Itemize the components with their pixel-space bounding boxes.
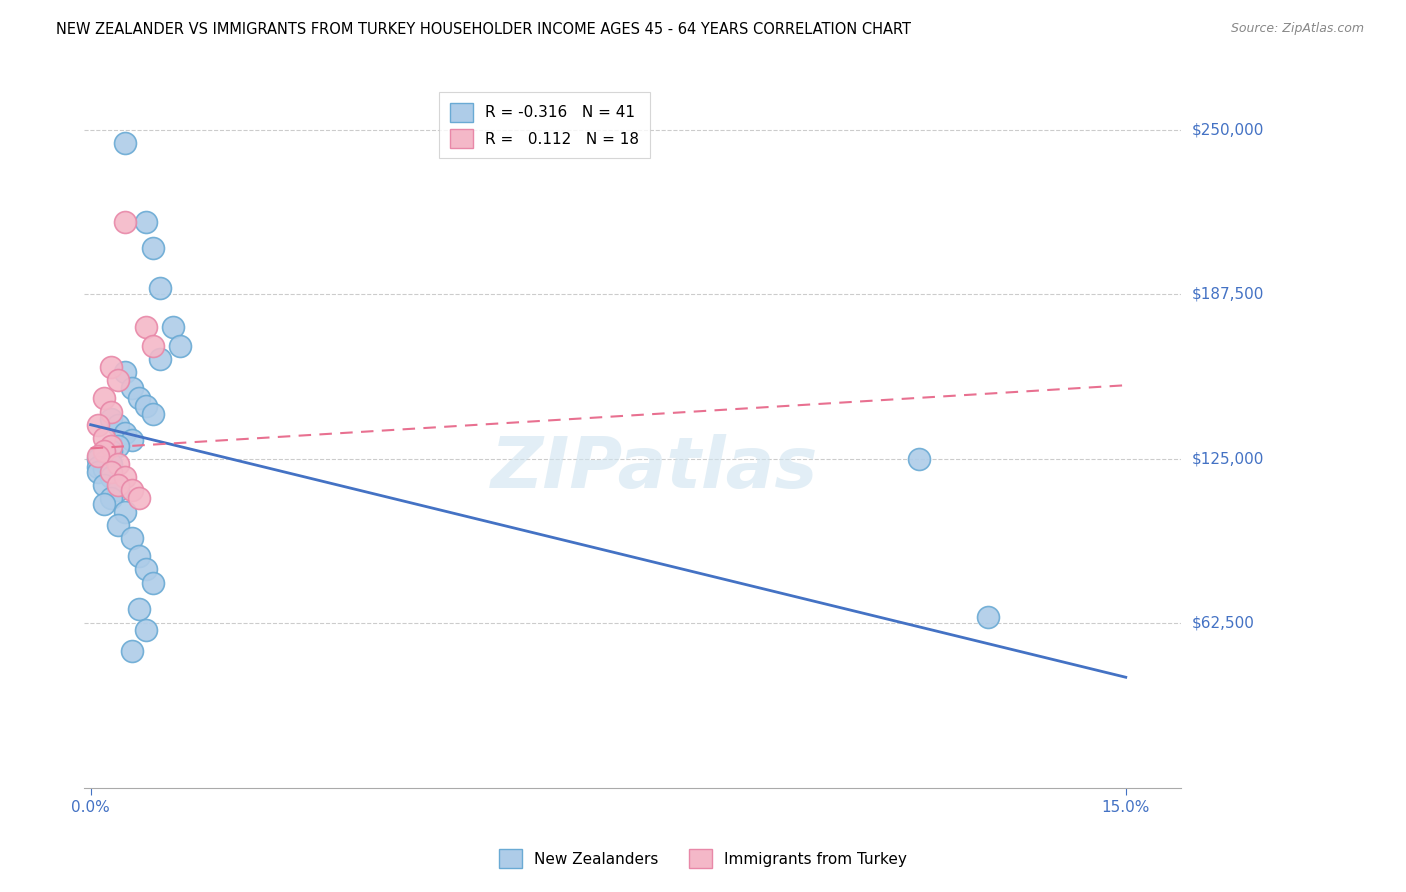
Point (93, 497, 115, 511)
Point (86, 450, 108, 464)
Point (114, 425, 136, 440)
Text: NEW ZEALANDER VS IMMIGRANTS FROM TURKEY HOUSEHOLDER INCOME AGES 45 - 64 YEARS CO: NEW ZEALANDER VS IMMIGRANTS FROM TURKEY … (56, 22, 911, 37)
Point (135, 399, 157, 413)
Point (93, 444, 115, 458)
Point (149, 281, 172, 295)
Point (100, 457, 122, 471)
Point (128, 549, 150, 564)
Text: $62,500: $62,500 (1192, 615, 1256, 631)
Point (128, 602, 150, 616)
Point (114, 365, 136, 379)
Point (128, 392, 150, 406)
Point (100, 412, 122, 426)
Point (142, 575, 165, 590)
Point (107, 517, 129, 532)
Point (149, 351, 172, 366)
Point (135, 320, 157, 334)
Point (135, 215, 157, 229)
Point (107, 373, 129, 387)
Point (93, 450, 115, 464)
Point (107, 417, 129, 432)
Point (93, 431, 115, 445)
Point (100, 359, 122, 374)
Point (114, 215, 136, 229)
Point (121, 483, 143, 498)
Point (93, 478, 115, 492)
Point (121, 531, 143, 545)
Text: ZIPatlas: ZIPatlas (491, 434, 818, 502)
Text: $250,000: $250,000 (1192, 122, 1264, 137)
Legend: R = -0.316   N = 41, R =   0.112   N = 18: R = -0.316 N = 41, R = 0.112 N = 18 (439, 92, 650, 159)
Point (100, 439, 122, 453)
Point (135, 562, 157, 576)
Point (100, 404, 122, 418)
Point (93, 392, 115, 406)
Point (100, 491, 122, 506)
Point (169, 339, 191, 353)
Text: Source: ZipAtlas.com: Source: ZipAtlas.com (1230, 22, 1364, 36)
Point (107, 457, 129, 471)
Point (142, 242, 165, 256)
Point (142, 407, 165, 421)
Point (128, 491, 150, 506)
Point (162, 320, 184, 334)
Point (100, 465, 122, 479)
Point (121, 434, 143, 448)
Point (121, 644, 143, 658)
Text: $187,500: $187,500 (1192, 287, 1264, 302)
Point (114, 136, 136, 151)
Point (86, 459, 108, 474)
Point (93, 454, 115, 468)
Point (86, 417, 108, 432)
Point (100, 470, 122, 484)
Point (114, 470, 136, 484)
Point (121, 381, 143, 395)
Point (977, 609, 1000, 624)
Point (142, 339, 165, 353)
Point (86, 465, 108, 479)
Point (107, 483, 129, 498)
Point (100, 444, 122, 458)
Text: $125,000: $125,000 (1192, 451, 1264, 467)
Point (86, 451, 108, 466)
Point (107, 478, 129, 492)
Point (107, 439, 129, 453)
Point (114, 504, 136, 518)
Legend: New Zealanders, Immigrants from Turkey: New Zealanders, Immigrants from Turkey (491, 841, 915, 875)
Point (907, 451, 929, 466)
Point (135, 623, 157, 637)
Point (93, 462, 115, 476)
